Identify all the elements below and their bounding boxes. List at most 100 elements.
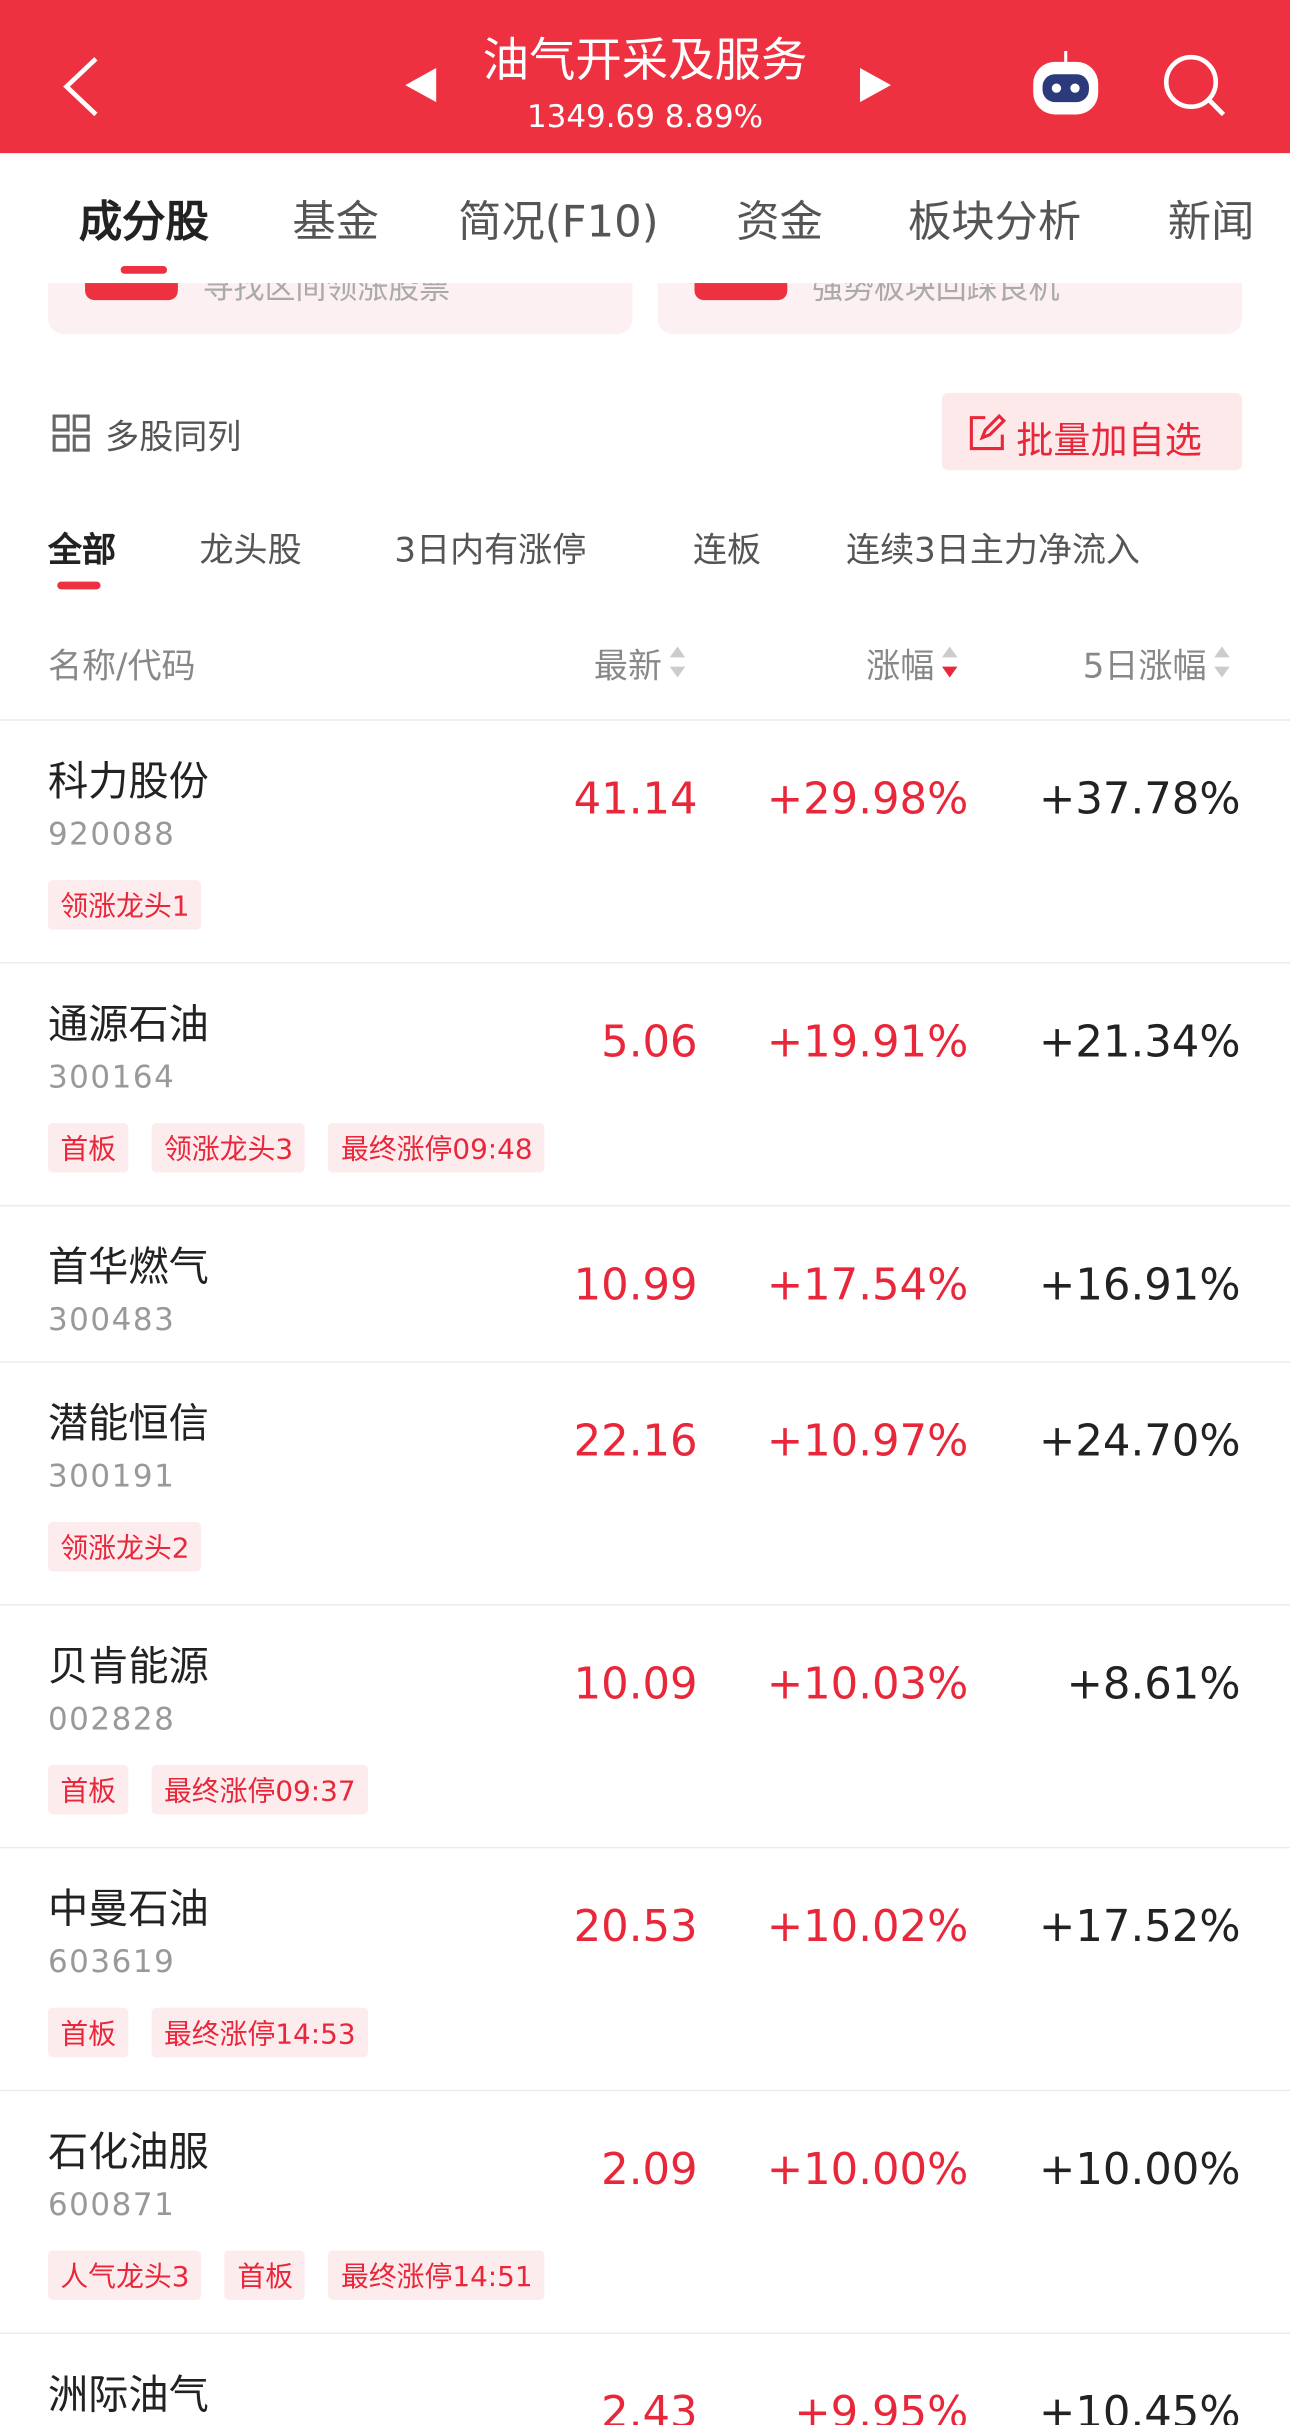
divider: [0, 719, 1290, 721]
price: 41.14: [573, 773, 698, 825]
tag: 领涨龙头2: [47, 1522, 202, 1572]
price: 2.09: [601, 2143, 698, 2195]
divider: [0, 2332, 1290, 2335]
tag: 首板: [47, 2007, 129, 2058]
tag: 首板: [224, 2250, 306, 2301]
stock-code: 002828: [47, 1699, 176, 1738]
divider: [0, 1846, 1290, 1849]
grid-icon[interactable]: [51, 413, 91, 453]
column-header[interactable]: 5日涨幅: [1082, 648, 1207, 687]
tag-list: 领涨龙头1: [47, 880, 202, 930]
stock-name[interactable]: 首华燃气: [47, 1245, 209, 1292]
filter-indicator: [57, 581, 101, 590]
divider: [0, 1204, 1290, 1207]
price: 20.53: [573, 1900, 698, 1953]
change: +10.02%: [766, 1900, 969, 1953]
change-5d: +21.34%: [1039, 1016, 1241, 1068]
tab[interactable]: 板块分析: [907, 196, 1082, 248]
index-value: 1349.69: [526, 97, 655, 135]
tab[interactable]: 资金: [736, 196, 823, 248]
price: 10.09: [573, 1658, 698, 1710]
sort-icon[interactable]: [940, 643, 959, 680]
tag: 人气龙头3: [47, 2250, 202, 2301]
tag-list: 首板 最终涨停14:53: [47, 2007, 368, 2058]
multi-compare[interactable]: 多股同列: [105, 419, 242, 458]
change: +9.95%: [794, 2386, 969, 2425]
filter[interactable]: 龙头股: [199, 532, 302, 571]
tag: 领涨龙头3: [151, 1122, 306, 1173]
tag-list: 领涨龙头2: [47, 1522, 202, 1572]
tag: 首板: [47, 1122, 129, 1173]
divider: [0, 1361, 1290, 1363]
change: +10.03%: [766, 1658, 969, 1710]
change-5d: +10.00%: [1039, 2143, 1241, 2195]
batch-button[interactable]: 批量加自选: [941, 392, 1243, 471]
change: +10.97%: [766, 1415, 969, 1467]
change-5d: +17.52%: [1039, 1900, 1241, 1953]
edit-icon: [969, 413, 1007, 451]
stock-code: 600871: [47, 2185, 176, 2223]
change-5d: +37.78%: [1039, 773, 1241, 825]
stock-code: 300164: [47, 1057, 176, 1096]
stock-name[interactable]: 洲际油气: [47, 2372, 209, 2420]
subtitle: 1349.69 8.89%: [0, 97, 1290, 134]
stock-code: 300483: [47, 1300, 176, 1338]
stock-code: 300191: [47, 1457, 176, 1495]
tag: 首板: [47, 1764, 129, 1815]
stock-name[interactable]: 潜能恒信: [47, 1401, 209, 1448]
divider: [0, 2089, 1290, 2092]
tab[interactable]: 成分股: [78, 196, 209, 248]
next-icon[interactable]: [857, 67, 894, 104]
column-header[interactable]: 涨幅: [866, 648, 935, 687]
tag-list: 首板 最终涨停09:37: [47, 1764, 368, 1815]
header: 油气开采及服务 1349.69 8.89%: [0, 0, 1290, 154]
tag: 最终涨停14:51: [328, 2250, 545, 2301]
filter[interactable]: 连板: [692, 532, 762, 571]
tab[interactable]: 新闻: [1167, 196, 1255, 248]
tag: 领涨龙头1: [47, 880, 202, 930]
filter[interactable]: 连续3日主力净流入: [846, 532, 1140, 571]
stock-code: 920088: [47, 815, 176, 853]
filter[interactable]: 3日内有涨停: [394, 532, 587, 571]
column-header[interactable]: 最新: [593, 648, 663, 687]
sort-icon[interactable]: [668, 643, 687, 680]
tag: 最终涨停09:48: [328, 1122, 545, 1173]
tag: 最终涨停09:37: [151, 1764, 368, 1815]
tab[interactable]: 简况(F10): [458, 196, 659, 248]
change-5d: +24.70%: [1039, 1415, 1241, 1467]
divider: [0, 962, 1290, 964]
change-5d: +10.45%: [1039, 2386, 1241, 2425]
price: 2.43: [601, 2386, 698, 2425]
column-header: 名称/代码: [47, 648, 196, 687]
change: +19.91%: [766, 1016, 969, 1068]
price: 10.99: [573, 1259, 698, 1311]
tab-bar: [0, 153, 1290, 284]
change-5d: +8.61%: [1066, 1658, 1241, 1710]
price: 22.16: [573, 1415, 698, 1467]
index-change: 8.89%: [664, 97, 764, 135]
prev-icon[interactable]: [402, 67, 439, 104]
title: 油气开采及服务: [482, 34, 808, 89]
stock-name[interactable]: 中曼石油: [47, 1887, 209, 1934]
filter[interactable]: 全部: [47, 532, 117, 571]
change: +29.98%: [766, 773, 969, 825]
tab-indicator: [120, 266, 168, 274]
stock-name[interactable]: 贝肯能源: [47, 1644, 209, 1691]
stock-name[interactable]: 通源石油: [47, 1002, 209, 1049]
stock-code: 603619: [47, 1942, 176, 1980]
sort-icon[interactable]: [1213, 643, 1232, 680]
robot-icon[interactable]: [1027, 46, 1104, 120]
back-icon[interactable]: [59, 54, 105, 119]
change-5d: +16.91%: [1039, 1259, 1241, 1311]
divider: [0, 1603, 1290, 1606]
batch-text: 批量加自选: [1016, 419, 1202, 463]
stock-name[interactable]: 石化油服: [47, 2129, 209, 2177]
search-icon[interactable]: [1160, 51, 1228, 119]
change: +17.54%: [766, 1259, 969, 1311]
tag-list: 人气龙头3 首板 最终涨停14:51: [47, 2250, 545, 2301]
price: 5.06: [601, 1016, 698, 1068]
stock-name[interactable]: 科力股份: [47, 759, 209, 806]
tab[interactable]: 基金: [292, 196, 379, 248]
change: +10.00%: [766, 2143, 969, 2195]
